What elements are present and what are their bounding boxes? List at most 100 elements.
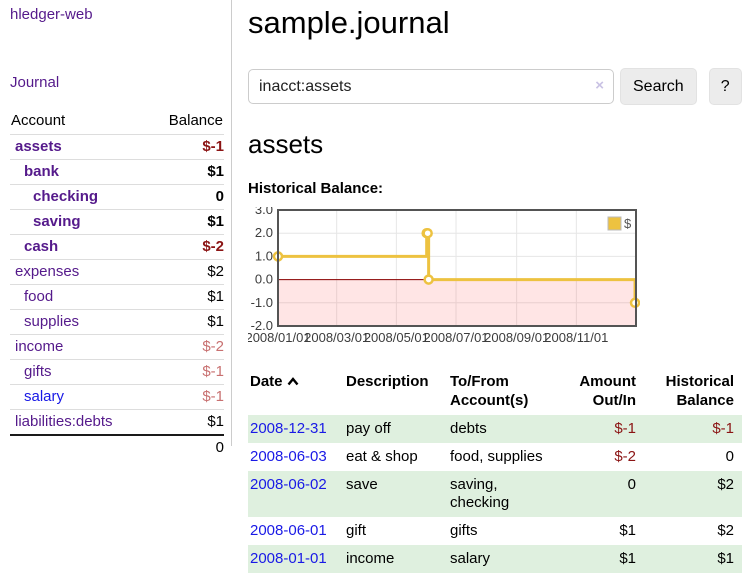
account-balance: $1: [148, 159, 224, 185]
svg-text:2008/01/01: 2008/01/01: [248, 330, 311, 345]
search-box: ×: [248, 69, 614, 104]
svg-text:$: $: [624, 216, 632, 231]
sidebar: hledger-web Journal Account Balance asse…: [0, 0, 232, 456]
register-description: income: [344, 545, 448, 573]
account-total-balance: 0: [215, 439, 224, 456]
account-row: salary $-1: [10, 384, 224, 410]
svg-text:2008/07/01: 2008/07/01: [423, 330, 488, 345]
accounts-column-header: To/From Account(s): [450, 373, 529, 409]
svg-text:2008/11/01: 2008/11/01: [544, 330, 608, 345]
account-balance: 0: [148, 184, 224, 210]
help-button[interactable]: ?: [708, 68, 742, 105]
account-link[interactable]: income: [15, 338, 64, 355]
balance-column-header: Balance: [148, 109, 224, 135]
account-link[interactable]: liabilities:debts: [15, 413, 113, 430]
search-bar: × Search ?: [248, 68, 742, 105]
register-accounts: debts: [448, 415, 554, 443]
register-amount: $-1: [554, 415, 644, 443]
account-link[interactable]: assets: [15, 138, 62, 155]
sidebar-item-journal[interactable]: Journal: [10, 74, 60, 91]
page-title: sample.journal: [248, 5, 450, 40]
account-link[interactable]: food: [24, 288, 54, 305]
register-date-link[interactable]: 2008-06-01: [250, 522, 327, 539]
register-balance: $-1: [644, 415, 742, 443]
app-brand-link[interactable]: hledger-web: [10, 6, 93, 23]
register-description: eat & shop: [346, 448, 418, 465]
account-balance: $-1: [148, 134, 224, 160]
search-button[interactable]: Search: [620, 68, 697, 105]
register-date-link[interactable]: 2008-06-03: [250, 448, 327, 465]
account-balance: $1: [148, 209, 224, 235]
account-link[interactable]: supplies: [24, 313, 80, 330]
account-balance: $1: [148, 309, 224, 335]
account-link[interactable]: checking: [33, 188, 99, 205]
account-row: income $-2: [10, 334, 224, 360]
register-amount: 0: [554, 471, 644, 517]
svg-text:2008/05/01: 2008/05/01: [364, 330, 429, 345]
account-table-body: assets $-1 bank $1 checking 0 saving $1 …: [10, 134, 224, 436]
svg-text:1.0: 1.0: [255, 248, 273, 263]
register-balance: $2: [717, 522, 734, 539]
svg-text:2008/09/01: 2008/09/01: [484, 330, 549, 345]
register-accounts: gifts: [450, 522, 478, 539]
register-table: Date Description To/From Account(s) Amou…: [248, 370, 742, 573]
account-page-title: assets: [248, 129, 324, 159]
account-row: checking 0: [10, 184, 224, 210]
register-accounts: salary: [448, 545, 554, 573]
register-date-link[interactable]: 2008-01-01: [250, 550, 327, 567]
register-description: gift: [346, 522, 367, 539]
register-row: 2008-06-02 save saving, checking 0 $2: [248, 471, 742, 517]
account-row: gifts $-1: [10, 359, 224, 385]
register-amount: $-2: [614, 448, 636, 465]
account-row: liabilities:debts $1: [10, 409, 224, 436]
account-table-header: Account Balance: [10, 109, 224, 135]
svg-text:2008/03/01: 2008/03/01: [304, 330, 369, 345]
sort-ascending-icon: [286, 372, 300, 391]
account-balance: $2: [148, 259, 224, 285]
register-balance: $2: [644, 471, 742, 517]
svg-text:-1.0: -1.0: [251, 295, 273, 310]
clear-search-icon[interactable]: ×: [595, 77, 604, 94]
account-link[interactable]: gifts: [24, 363, 52, 380]
account-total-row: 0: [10, 435, 224, 460]
date-column-header[interactable]: Date: [248, 370, 344, 415]
svg-text:2.0: 2.0: [255, 225, 273, 240]
register-accounts: saving, checking: [448, 471, 554, 517]
historical-balance-chart: $3.0 2.0 1.0 0.0 -1.0 -2.0 2008/01/01 2008/03/0…: [245, 202, 742, 354]
account-total-spacer: [10, 435, 148, 460]
account-link[interactable]: salary: [24, 388, 65, 405]
search-input[interactable]: [248, 69, 614, 104]
register-row: 2008-01-01 income salary $1 $1: [248, 545, 742, 573]
account-balance: $-2: [148, 334, 224, 360]
register-accounts: food, supplies: [450, 448, 543, 465]
register-description: pay off: [344, 415, 448, 443]
register-amount: $1: [619, 522, 636, 539]
register-amount: $1: [554, 545, 644, 573]
account-link[interactable]: saving: [33, 213, 81, 230]
account-row: supplies $1: [10, 309, 224, 335]
account-balance: $-2: [148, 234, 224, 260]
account-row: expenses $2: [10, 259, 224, 285]
account-row: assets $-1: [10, 134, 224, 160]
register-date-link[interactable]: 2008-12-31: [250, 420, 327, 437]
register-description: save: [344, 471, 448, 517]
register-date-link[interactable]: 2008-06-02: [250, 476, 327, 493]
balance-column-header-main: Historical Balance: [665, 373, 734, 409]
account-link[interactable]: expenses: [15, 263, 80, 280]
register-row: 2008-06-03 eat & shop food, supplies $-2…: [248, 443, 742, 471]
svg-text:0.0: 0.0: [255, 272, 273, 287]
account-balance: $-1: [148, 359, 224, 385]
account-balance: $1: [148, 284, 224, 310]
date-column-label: Date: [250, 373, 283, 390]
account-link[interactable]: bank: [24, 163, 60, 180]
register-row: 2008-06-01 gift gifts $1 $2: [248, 517, 742, 545]
account-row: cash $-2: [10, 234, 224, 260]
chart-svg: $3.0 2.0 1.0 0.0 -1.0 -2.02008/01/012008/03/0…: [245, 202, 641, 345]
register-row: 2008-12-31 pay off debts $-1 $-1: [248, 415, 742, 443]
register-balance: $1: [644, 545, 742, 573]
register-table-body: 2008-12-31 pay off debts $-1 $-1 2008-06…: [248, 415, 742, 573]
description-column-header: Description: [346, 373, 429, 390]
main-content: sample.journal × Search ? assets Histori…: [245, 0, 742, 573]
account-link[interactable]: cash: [24, 238, 59, 255]
account-balance: $1: [148, 409, 224, 436]
